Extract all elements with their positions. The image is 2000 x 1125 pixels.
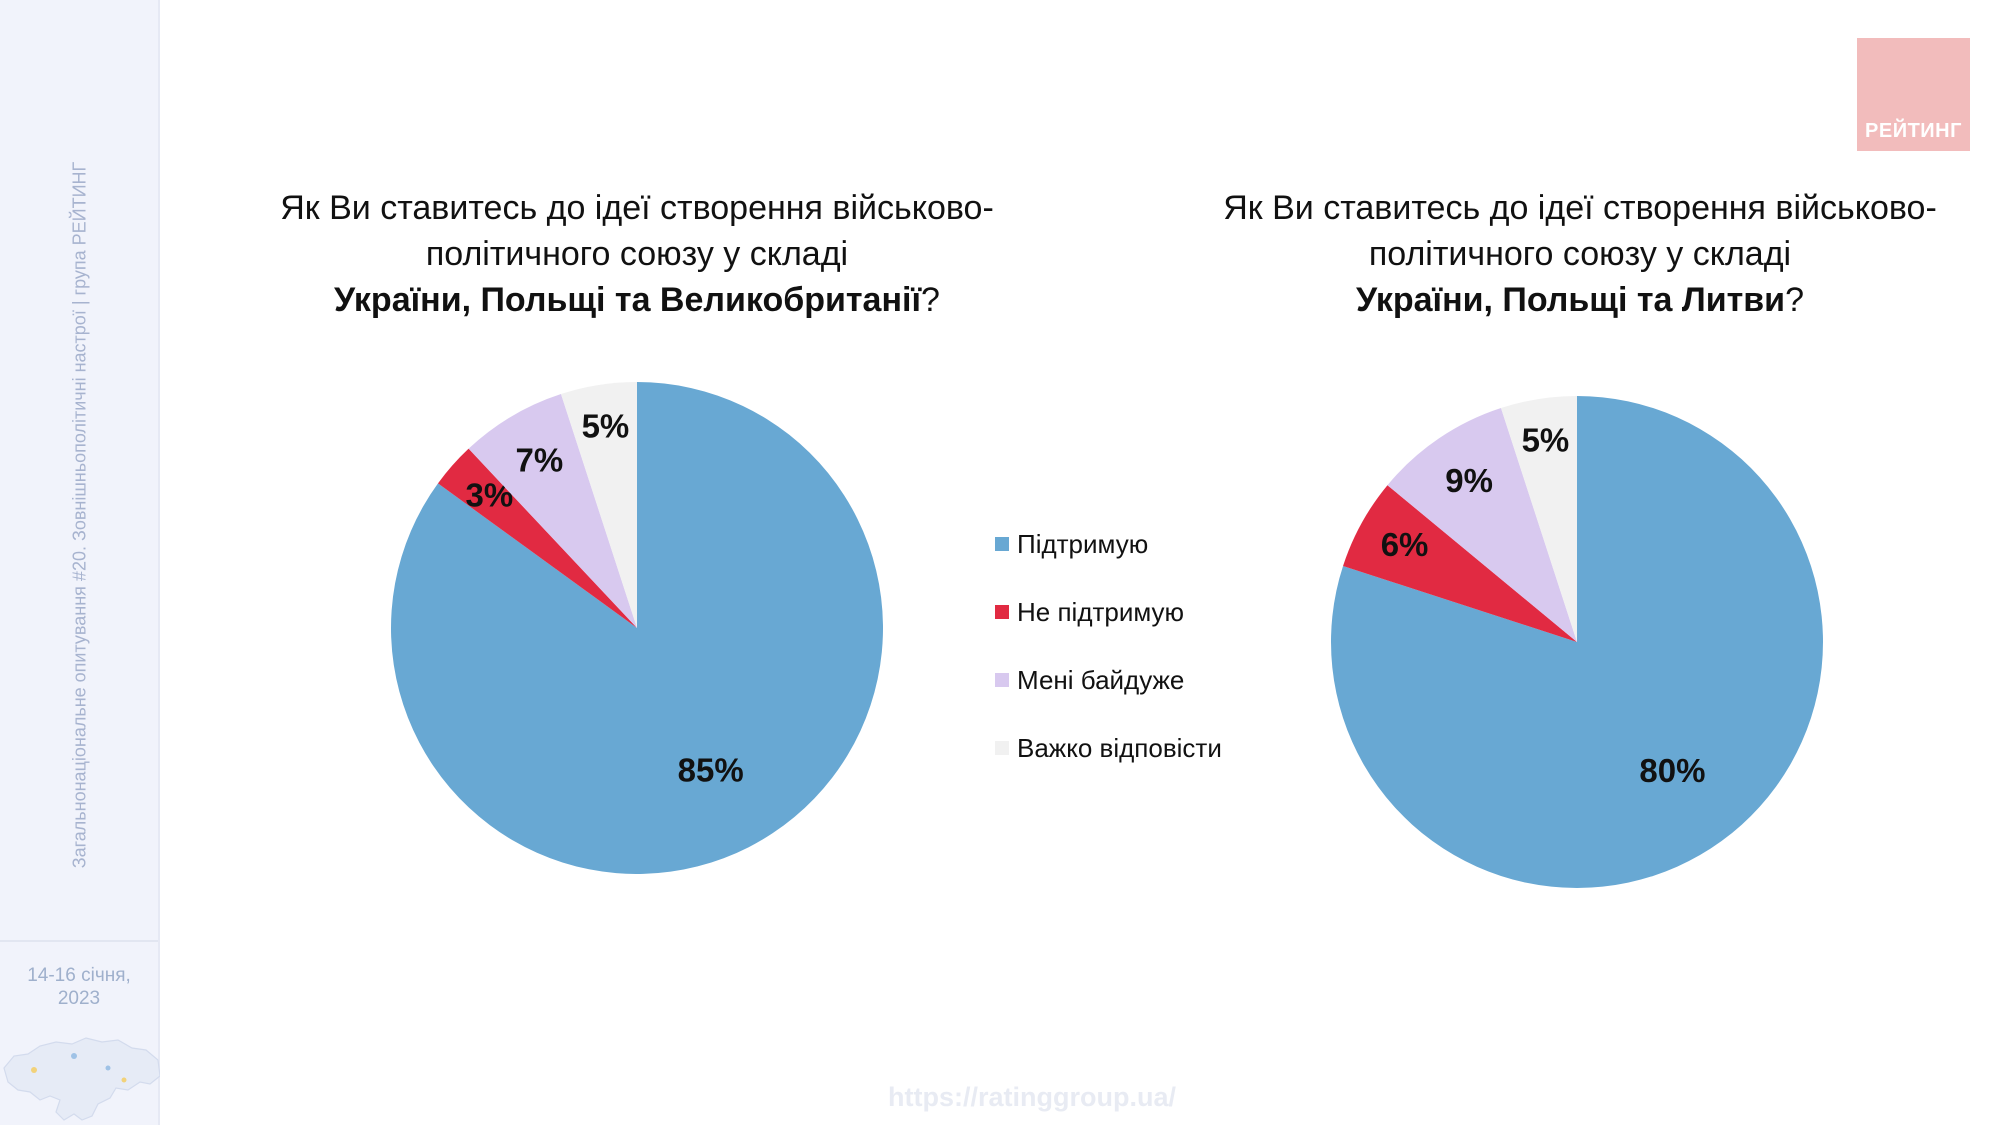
chart-2-label-support: 80% (1639, 752, 1705, 789)
chart-2-slice-not-support (1343, 485, 1577, 642)
chart-2-slice-hard-to-say (1500, 396, 1577, 642)
legend-swatch-hard-to-say (995, 741, 1009, 755)
legend-item-hard-to-say: Важко відповісти (995, 714, 1235, 782)
rating-logo-text: РЕЙТИНГ (1865, 120, 1962, 142)
legend-label-support: Підтримую (1017, 528, 1149, 559)
map-dot (31, 1067, 37, 1073)
legend-swatch-support (995, 537, 1009, 551)
chart-2-title-line2: політичного союзу у складі (1368, 235, 1792, 273)
chart-2-title-end: ? (1785, 281, 1805, 319)
chart-1-label-support: 85% (678, 751, 744, 788)
chart-1-title-line2: політичного союзу у складі (425, 235, 849, 273)
chart-2-pie: 80% 6% 9% 5% (1331, 396, 1823, 888)
chart-1-title-line3: України, Польщі та Великобританії? (257, 277, 1017, 323)
legend-item-not-support: Не підтримую (995, 578, 1235, 646)
ukraine-map-icon (3, 1037, 160, 1121)
chart-2-label-not-support: 6% (1381, 526, 1429, 563)
legend-item-support: Підтримую (995, 510, 1235, 578)
legend-label-not-support: Не підтримую (1017, 596, 1185, 627)
chart-1-title: Як Ви ставитесь до ідеї створення військ… (257, 185, 1017, 323)
legend-label-indifferent: Мені байдуже (1017, 664, 1185, 695)
survey-caption-text: Загальнонаціональне опитування #20. Зовн… (69, 161, 90, 869)
chart-2-title: Як Ви ставитесь до ідеї створення військ… (1200, 185, 1960, 323)
legend: Підтримую Не підтримую Мені байдуже Важк… (995, 510, 1235, 782)
map-dot (105, 1065, 111, 1071)
legend-swatch-indifferent (995, 673, 1009, 687)
legend-label-hard-to-say: Важко відповісти (1017, 732, 1222, 763)
sidebar: Загальнонаціональне опитування #20. Зовн… (0, 0, 160, 1125)
sidebar-divider (0, 940, 158, 942)
chart-2-title-line1: Як Ви ставитесь до ідеї створення військ… (1223, 189, 1937, 227)
survey-date: 14-16 січня, 2023 (0, 964, 158, 1010)
chart-1-title-bold: України, Польщі та Великобританії (334, 281, 922, 319)
chart-1-label-indifferent: 7% (515, 442, 563, 479)
chart-2-label-hard-to-say: 5% (1522, 421, 1570, 458)
map-dot (121, 1077, 127, 1083)
chart-2-slice-indifferent (1387, 408, 1577, 642)
rating-logo: РЕЙТИНГ (1857, 38, 1970, 151)
survey-date-line1: 14-16 січня, (27, 965, 131, 986)
chart-2-title-line3: України, Польщі та Литви? (1200, 277, 1960, 323)
chart-1-title-end: ? (921, 281, 940, 319)
footer-url: https://ratinggroup.ua/ (888, 1082, 1176, 1112)
chart-1-slice-indifferent (468, 394, 637, 628)
chart-1-slice-not-support (437, 448, 637, 628)
chart-1-pie: 85%3%7%5% (391, 382, 883, 874)
chart-1-title-line1: Як Ви ставитесь до ідеї створення військ… (280, 189, 994, 227)
chart-2-label-indifferent: 9% (1445, 462, 1493, 499)
chart-1-label-hard-to-say: 5% (582, 407, 630, 444)
survey-date-line2: 2023 (57, 988, 101, 1009)
legend-item-indifferent: Мені байдуже (995, 646, 1235, 714)
chart-2-title-bold: України, Польщі та Литви (1355, 281, 1786, 319)
map-dot (71, 1053, 77, 1059)
legend-swatch-not-support (995, 605, 1009, 619)
chart-1-slice-hard-to-say (560, 382, 637, 628)
